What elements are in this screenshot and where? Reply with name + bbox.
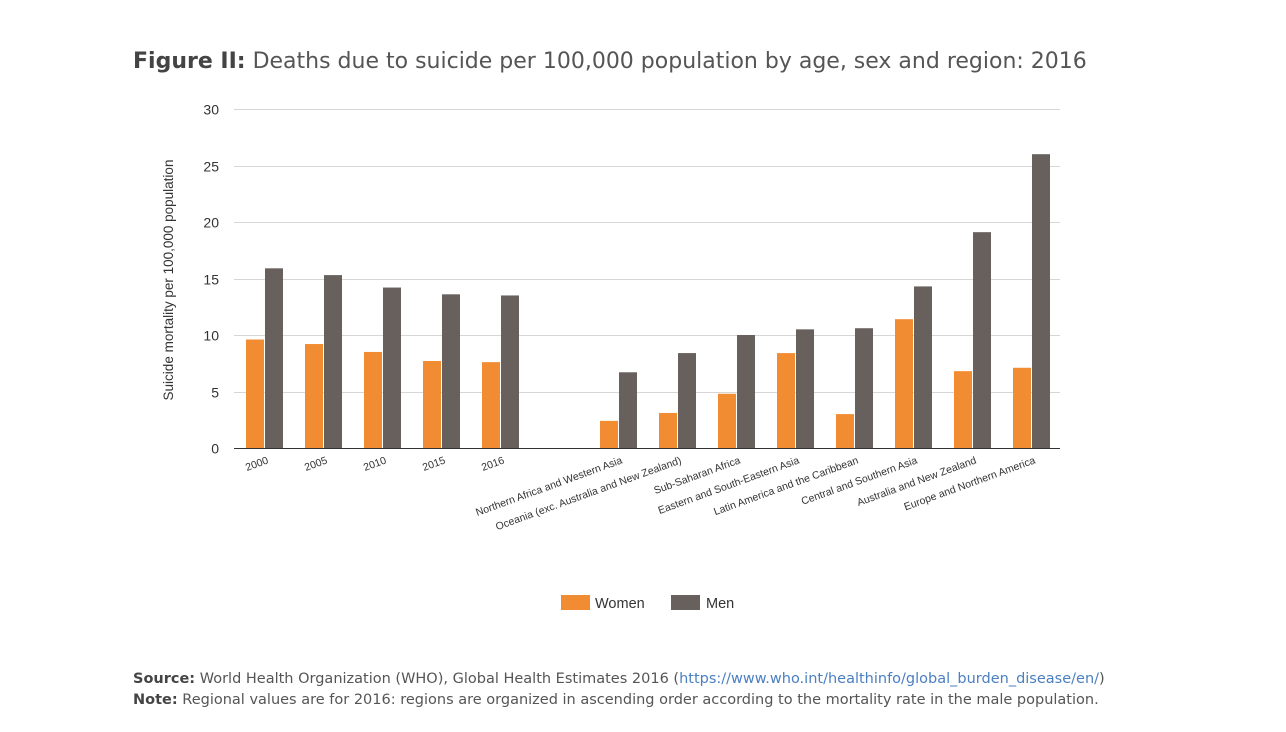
y-tick-label: 30 xyxy=(203,102,219,118)
gridlines xyxy=(234,109,1060,393)
bar-women-10 xyxy=(836,414,854,448)
bar-women-3 xyxy=(423,360,441,448)
y-tick-label: 5 xyxy=(211,385,219,401)
x-tick-label: 2005 xyxy=(303,454,329,473)
y-tick-label: 10 xyxy=(203,328,219,344)
y-tick-label: 25 xyxy=(203,159,219,175)
source-text: World Health Organization (WHO), Global … xyxy=(199,671,680,687)
bars xyxy=(246,154,1050,448)
bar-women-9 xyxy=(777,353,795,448)
bar-women-13 xyxy=(1013,367,1031,448)
legend-label-women: Women xyxy=(595,596,645,612)
x-tick-label: 2010 xyxy=(362,454,388,473)
bar-men-6 xyxy=(619,372,637,448)
bar-women-6 xyxy=(600,420,618,448)
bar-chart: 0 5 10 15 20 25 30 Suicide mortality per 100,0… xyxy=(161,102,1060,612)
figure-title: Figure II: Deaths due to suicide per 100… xyxy=(133,49,1087,74)
bar-women-7 xyxy=(659,412,677,448)
bar-women-0 xyxy=(246,339,264,448)
bar-women-4 xyxy=(482,362,500,448)
note-label: Note: xyxy=(133,692,178,708)
y-tick-label: 20 xyxy=(203,215,219,231)
bar-men-9 xyxy=(796,329,814,448)
source-close: ) xyxy=(1099,671,1105,687)
bar-men-2 xyxy=(383,287,401,448)
bar-men-1 xyxy=(324,275,342,448)
y-tick-label: 0 xyxy=(211,441,219,457)
bar-women-12 xyxy=(954,371,972,448)
bar-men-3 xyxy=(442,294,460,448)
bar-men-4 xyxy=(501,295,519,448)
source-line: Source: World Health Organization (WHO),… xyxy=(133,669,1105,690)
bar-women-11 xyxy=(895,319,913,448)
bar-women-1 xyxy=(305,344,323,448)
source-label: Source: xyxy=(133,671,196,687)
source-link[interactable]: https://www.who.int/healthinfo/global_bu… xyxy=(679,671,1100,687)
figure-notes: Source: World Health Organization (WHO),… xyxy=(133,669,1105,711)
legend-swatch-men xyxy=(671,595,700,610)
bar-men-0 xyxy=(265,268,283,448)
y-axis-ticks: 0 5 10 15 20 25 30 xyxy=(203,102,219,457)
note-text: Regional values are for 2016: regions ar… xyxy=(182,692,1099,708)
note-line: Note: Regional values are for 2016: regi… xyxy=(133,690,1105,711)
bar-men-7 xyxy=(678,353,696,448)
bar-men-12 xyxy=(973,232,991,448)
bar-women-2 xyxy=(364,351,382,448)
x-tick-label: 2016 xyxy=(480,454,506,473)
bar-men-11 xyxy=(914,286,932,448)
legend: Women Men xyxy=(561,595,734,612)
y-axis-label: Suicide mortality per 100,000 population xyxy=(161,160,176,401)
legend-swatch-women xyxy=(561,595,590,610)
bar-women-8 xyxy=(718,393,736,448)
figure-title-text: Deaths due to suicide per 100,000 popula… xyxy=(252,49,1087,74)
figure-label: Figure II: xyxy=(133,49,246,74)
bar-men-8 xyxy=(737,335,755,448)
x-tick-label: 2000 xyxy=(244,454,270,473)
x-tick-label: 2015 xyxy=(421,454,447,473)
y-tick-label: 15 xyxy=(203,272,219,288)
bar-men-13 xyxy=(1032,154,1050,448)
bar-men-10 xyxy=(855,328,873,448)
legend-label-men: Men xyxy=(706,596,734,612)
